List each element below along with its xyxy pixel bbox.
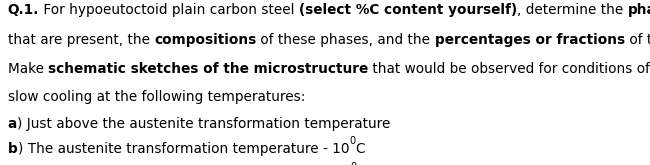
Text: schematic sketches of the microstructure: schematic sketches of the microstructure	[48, 62, 369, 76]
Text: (select %C content yourself): (select %C content yourself)	[299, 3, 517, 17]
Text: of these phases, and the: of these phases, and the	[256, 33, 435, 47]
Text: of the phases.: of the phases.	[625, 33, 650, 47]
Text: b: b	[8, 142, 18, 156]
Text: compositions: compositions	[154, 33, 256, 47]
Text: percentages or fractions: percentages or fractions	[435, 33, 625, 47]
Text: Make: Make	[8, 62, 48, 76]
Text: Q.1.: Q.1.	[8, 3, 39, 17]
Text: that would be observed for conditions of very: that would be observed for conditions of…	[369, 62, 650, 76]
Text: slow cooling at the following temperatures:: slow cooling at the following temperatur…	[8, 90, 306, 104]
Text: , determine the: , determine the	[517, 3, 628, 17]
Text: 0: 0	[350, 162, 356, 165]
Text: ) Just above the austenite transformation temperature: ) Just above the austenite transformatio…	[17, 117, 391, 131]
Text: phases: phases	[628, 3, 650, 17]
Text: ) The austenite transformation temperature - 10: ) The austenite transformation temperatu…	[18, 142, 349, 156]
Text: that are present, the: that are present, the	[8, 33, 154, 47]
Text: C: C	[355, 142, 365, 156]
Text: For hypoeutoctoid plain carbon steel: For hypoeutoctoid plain carbon steel	[39, 3, 299, 17]
Text: a: a	[8, 117, 17, 131]
Text: 0: 0	[349, 136, 355, 146]
